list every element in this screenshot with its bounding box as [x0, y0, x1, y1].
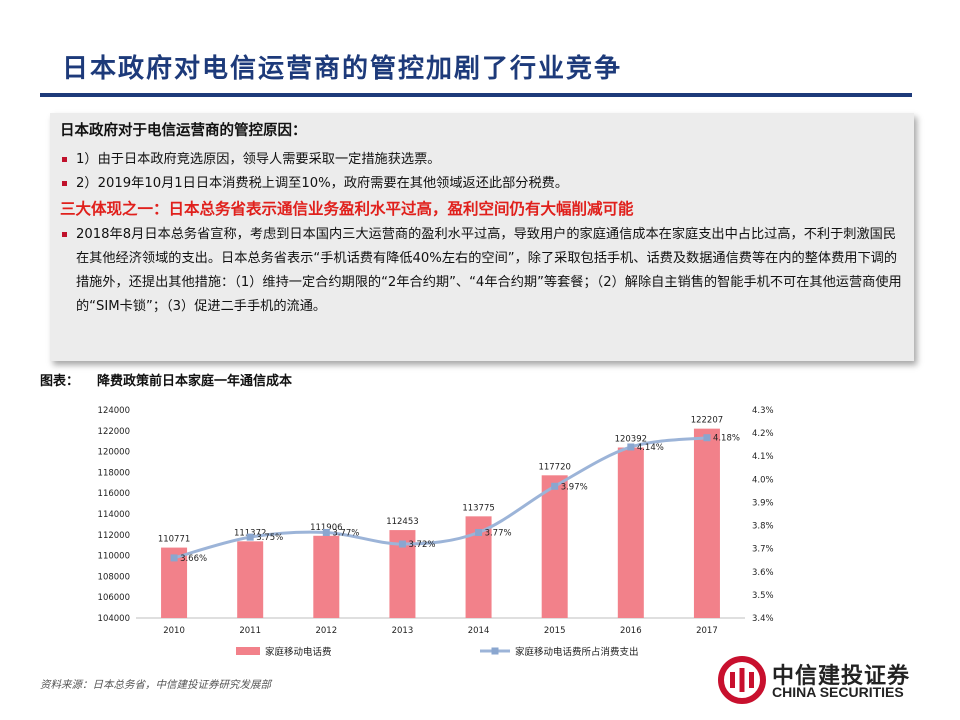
line-point [246, 533, 254, 541]
explanation-panel: 日本政府对于电信运营商的管控原因： 1）由于日本政府竞选原因，领导人需要采取一定… [50, 113, 914, 361]
y-left-tick-label: 122000 [98, 427, 130, 437]
y-left-tick-label: 116000 [98, 489, 130, 499]
logo-chinese-name: 中信建投证券 [772, 664, 911, 689]
y-right-tick-label: 3.5% [752, 591, 774, 601]
line-value-label: 3.77% [485, 528, 512, 538]
bar-value-label: 110771 [158, 535, 190, 545]
detail-item: 2018年8月日本总务省宣称，考虑到日本国内三大运营商的盈利水平过高，导致用户的… [60, 223, 905, 319]
line-value-label: 3.72% [408, 540, 435, 550]
bar [617, 447, 644, 618]
x-tick-label: 2017 [696, 626, 718, 636]
y-right-tick-label: 4.0% [752, 475, 774, 485]
bar-value-label: 117720 [538, 462, 570, 472]
citic-logo-icon [718, 656, 766, 704]
y-right-tick-label: 3.8% [752, 522, 774, 532]
bar-value-label: 120392 [615, 435, 647, 445]
x-tick-label: 2010 [163, 626, 185, 636]
x-tick-label: 2013 [392, 626, 414, 636]
bar-value-label: 111906 [310, 523, 342, 533]
y-right-tick-label: 3.6% [752, 568, 774, 578]
y-right-tick-label: 4.1% [752, 452, 774, 462]
page-title: 日本政府对电信运营商的管控加剧了行业竞争 [62, 54, 623, 84]
bar-value-label: 113775 [462, 503, 494, 513]
bar-value-label: 122207 [691, 416, 723, 426]
x-tick-label: 2014 [468, 626, 490, 636]
line-value-label: 3.75% [256, 533, 283, 543]
legend-line-marker [491, 647, 499, 655]
figure-caption: 图表： 降费政策前日本家庭一年通信成本 [40, 370, 310, 389]
y-left-tick-label: 118000 [98, 468, 130, 478]
series-line [173, 436, 708, 560]
y-right-tick-label: 4.3% [752, 406, 774, 416]
company-logo: 中信建投证券 CHINA SECURITIES [718, 656, 918, 706]
y-left-tick-label: 110000 [98, 552, 130, 562]
x-tick-label: 2011 [239, 626, 261, 636]
y-left-tick-label: 114000 [98, 510, 130, 520]
line-point [627, 443, 635, 451]
x-tick-label: 2012 [315, 626, 337, 636]
bullet-icon [62, 157, 67, 162]
line-point [475, 528, 483, 536]
y-left-tick-label: 104000 [98, 614, 130, 624]
bar [313, 535, 340, 618]
y-left-tick-label: 120000 [98, 448, 130, 458]
reason-text: 1）由于日本政府竞选原因，领导人需要采取一定措施获选票。 [76, 152, 441, 167]
figure-label: 图表： [40, 374, 80, 389]
logo-english-name: CHINA SECURITIES [772, 684, 904, 700]
x-tick-label: 2015 [544, 626, 566, 636]
legend-bar-swatch [236, 647, 260, 655]
y-right-tick-label: 3.9% [752, 498, 774, 508]
line-value-label: 4.14% [637, 443, 664, 453]
legend-bar-label: 家庭移动电话费 [265, 646, 332, 658]
line-value-label: 4.18% [713, 434, 740, 444]
reason-item: 1）由于日本政府竞选原因，领导人需要采取一定措施获选票。 [60, 148, 905, 172]
source-note: 资料来源：日本总务省，中信建投证券研究发展部 [40, 679, 271, 691]
bullet-icon [62, 232, 67, 237]
bullet-icon [62, 181, 67, 186]
bar-value-label: 112453 [386, 517, 418, 527]
line-point [551, 482, 559, 490]
line-value-label: 3.77% [332, 528, 359, 538]
detail-text: 2018年8月日本总务省宣称，考虑到日本国内三大运营商的盈利水平过高，导致用户的… [76, 227, 902, 314]
line-value-label: 3.97% [561, 482, 588, 492]
line-point [322, 528, 330, 536]
panel-heading: 日本政府对于电信运营商的管控原因： [60, 123, 307, 139]
line-point [170, 554, 178, 562]
legend-line-label: 家庭移动电话费所占消费支出 [515, 646, 639, 658]
highlight-heading: 三大体现之一：日本总务省表示通信业务盈利水平过高，盈利空间仍有大幅削减可能 [60, 200, 634, 218]
reason-item: 2）2019年10月1日日本消费税上调至10%，政府需要在其他领域返还此部分税费… [60, 172, 905, 196]
y-right-tick-label: 3.7% [752, 545, 774, 555]
bar [237, 541, 264, 618]
y-right-tick-label: 4.2% [752, 429, 774, 439]
reason-text: 2）2019年10月1日日本消费税上调至10%，政府需要在其他领域返还此部分税费… [76, 176, 569, 191]
y-left-tick-label: 112000 [98, 531, 130, 541]
bar [693, 428, 720, 618]
bar-value-label: 111372 [234, 528, 266, 538]
line-value-label: 3.66% [180, 554, 207, 564]
x-tick-label: 2016 [620, 626, 642, 636]
figure-title: 降费政策前日本家庭一年通信成本 [97, 374, 293, 389]
y-left-tick-label: 106000 [98, 593, 130, 603]
line-point [398, 540, 406, 548]
y-left-tick-label: 108000 [98, 572, 130, 582]
title-underline [40, 93, 912, 97]
bar [541, 475, 568, 618]
y-left-tick-label: 124000 [98, 406, 130, 416]
line-point [703, 434, 711, 442]
y-right-tick-label: 3.4% [752, 614, 774, 624]
